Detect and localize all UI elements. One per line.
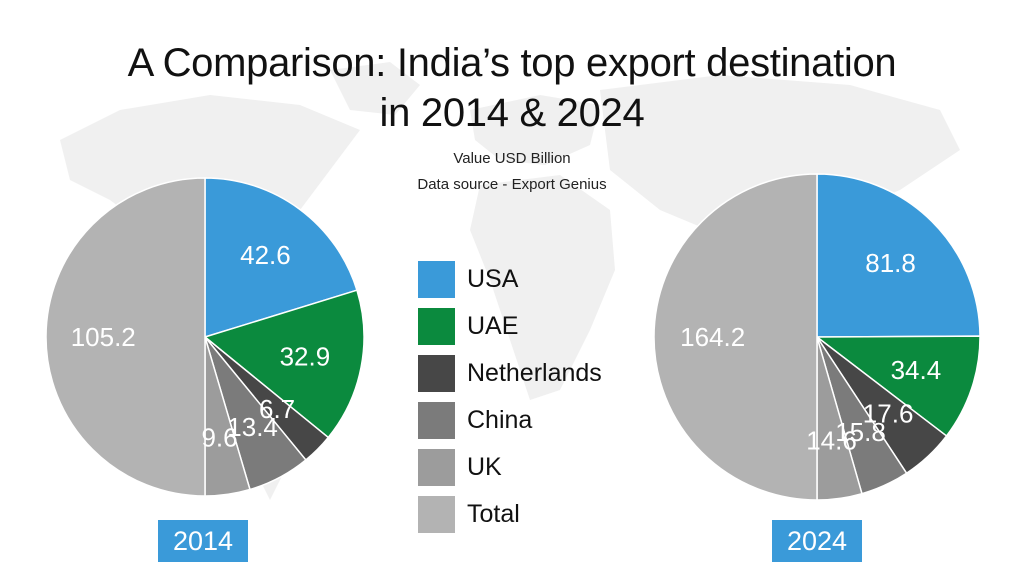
legend-label-uk: UK <box>467 453 502 481</box>
legend-swatch-total <box>418 496 455 533</box>
legend-swatch-usa <box>418 261 455 298</box>
legend-label-total: Total <box>467 500 520 528</box>
legend-swatch-uae <box>418 308 455 345</box>
legend-item-uae: UAE <box>418 303 602 350</box>
legend-item-uk: UK <box>418 444 602 491</box>
slice-value-label-2024-uae: 34.4 <box>891 355 942 385</box>
legend-label-netherlands: Netherlands <box>467 359 602 387</box>
legend-label-china: China <box>467 406 533 434</box>
slice-value-label-2014-usa: 42.6 <box>240 240 291 270</box>
pie-slice-2024-uae <box>814 335 981 438</box>
slice-value-label-2024-total: 164.2 <box>680 322 745 352</box>
chart-title: A Comparison: India’s top export destina… <box>0 38 1024 138</box>
pie-slice-2024-usa <box>816 173 981 338</box>
slice-value-label-2024-netherlands: 17.6 <box>863 398 914 428</box>
slice-value-label-2014-total: 105.2 <box>71 322 136 352</box>
year-badge-2024: 2024 <box>772 520 862 562</box>
legend-swatch-china <box>418 402 455 439</box>
title-line-1: A Comparison: India’s top export destina… <box>127 41 897 85</box>
year-badge-2014: 2014 <box>158 520 248 562</box>
greenland-shape <box>330 62 420 115</box>
pie-slice-2014-total <box>45 177 206 497</box>
subtitle-units: Value USD Billion <box>453 150 571 167</box>
slice-value-label-2024-uk: 14.6 <box>806 425 857 455</box>
pie-chart-2024: 81.8 34.4 17.615.814.6 164.2 <box>653 173 981 501</box>
legend: USA UAE Netherlands China UK Total <box>418 256 602 538</box>
subtitle-source: Data source - Export Genius <box>417 176 607 193</box>
legend-swatch-netherlands <box>418 355 455 392</box>
legend-label-usa: USA <box>467 265 519 293</box>
legend-swatch-uk <box>418 449 455 486</box>
pie-slice-2024-total <box>653 173 818 501</box>
slice-value-label-2014-china: 13.4 <box>227 412 278 442</box>
legend-item-netherlands: Netherlands <box>418 350 602 397</box>
legend-item-total: Total <box>418 491 602 538</box>
slice-value-label-2014-uae: 32.9 <box>280 341 331 371</box>
pie-slice-2014-usa <box>204 177 358 339</box>
slice-value-label-2014-netherlands: 6.7 <box>259 394 295 424</box>
slice-value-label-2014-uk: 9.6 <box>201 423 237 453</box>
pie-slice-2014-uae <box>203 289 365 439</box>
legend-item-china: China <box>418 397 602 444</box>
legend-label-uae: UAE <box>467 312 519 340</box>
europe-shape <box>470 95 600 165</box>
slice-value-label-2024-usa: 81.8 <box>865 248 916 278</box>
title-line-2: in 2014 & 2024 <box>379 91 645 135</box>
legend-item-usa: USA <box>418 256 602 303</box>
africa-shape <box>470 175 615 400</box>
pie-chart-2014: 42.6 32.9 6.713.49.6 105.2 <box>45 177 365 497</box>
slice-value-label-2024-china: 15.8 <box>835 417 886 447</box>
